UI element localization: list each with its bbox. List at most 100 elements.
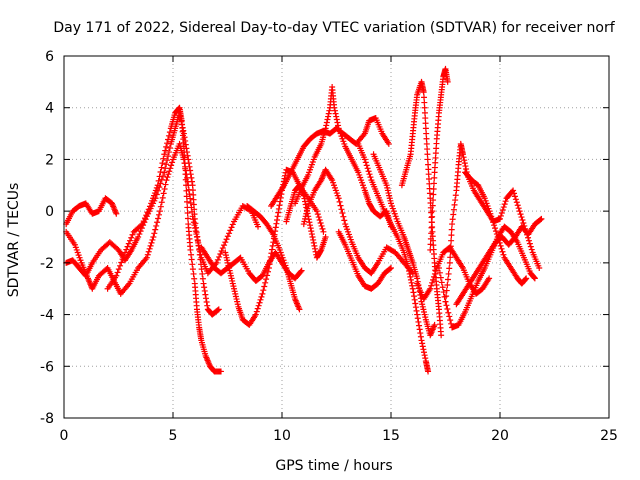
data-point (447, 317, 454, 324)
data-point (160, 155, 167, 162)
data-point (164, 140, 171, 147)
data-point (147, 242, 154, 249)
data-point (431, 321, 438, 328)
data-point (414, 311, 421, 318)
data-point (421, 104, 428, 111)
data-point (522, 276, 529, 283)
data-point (422, 125, 429, 132)
data-point (538, 215, 545, 222)
data-point (407, 273, 414, 280)
data-point (331, 107, 338, 114)
data-point (297, 268, 304, 275)
chart-title: Day 171 of 2022, Sidereal Day-to-day VTE… (53, 20, 615, 36)
data-point (334, 119, 341, 126)
series-track-16 (427, 65, 451, 253)
data-point (442, 298, 449, 305)
data-point (191, 275, 198, 282)
data-point (339, 209, 346, 216)
data-point (429, 279, 436, 286)
data-point (419, 340, 426, 347)
data-point (201, 284, 208, 291)
data-point (187, 171, 194, 178)
data-point (162, 181, 169, 188)
data-point (325, 113, 332, 120)
data-point (183, 182, 190, 189)
data-point (158, 176, 165, 183)
data-point (120, 252, 127, 259)
data-point (198, 261, 205, 268)
data-point (218, 248, 225, 255)
data-point (427, 235, 434, 242)
data-point (422, 115, 429, 122)
series-track-21 (414, 244, 493, 303)
series-track-18 (442, 140, 543, 305)
data-point (161, 151, 168, 158)
data-point (416, 322, 423, 329)
data-point (331, 104, 338, 111)
data-point (502, 198, 509, 205)
data-point (336, 198, 343, 205)
data-point (314, 211, 321, 218)
data-point (219, 245, 226, 252)
data-point (182, 176, 189, 183)
data-point (512, 196, 519, 203)
data-point (182, 165, 189, 172)
data-point (217, 250, 224, 257)
data-point (122, 249, 129, 256)
data-point (367, 174, 374, 181)
data-point (162, 165, 169, 172)
data-point (258, 293, 265, 300)
data-point (118, 259, 125, 266)
data-point (421, 349, 428, 356)
data-point (164, 174, 171, 181)
data-point (448, 320, 455, 327)
data-point (498, 209, 505, 216)
data-point (365, 168, 372, 175)
data-point (201, 287, 208, 294)
data-point (180, 143, 187, 150)
data-point (432, 267, 439, 274)
data-point (446, 265, 453, 272)
data-point (165, 171, 172, 178)
data-point (387, 265, 394, 272)
data-point (269, 246, 276, 253)
data-point (263, 276, 270, 283)
data-point (144, 251, 151, 258)
data-point (274, 217, 281, 224)
data-point (152, 226, 159, 233)
data-point (518, 214, 525, 221)
data-point (301, 195, 308, 202)
data-point (166, 144, 173, 151)
data-point (146, 203, 153, 210)
data-point (306, 219, 313, 226)
data-point (175, 105, 182, 112)
data-point (190, 270, 197, 277)
data-point (223, 236, 230, 243)
data-point (430, 197, 437, 204)
data-point (486, 275, 493, 282)
data-point (196, 251, 203, 258)
data-point (451, 201, 458, 208)
plot-marks (63, 65, 545, 375)
data-point (137, 228, 144, 235)
series-track-12 (335, 228, 394, 292)
data-point (164, 157, 171, 164)
data-point (333, 113, 340, 120)
x-tick-label: 15 (382, 428, 400, 444)
data-point (124, 243, 131, 250)
data-point (275, 205, 282, 212)
y-tick-label: -2 (40, 256, 54, 272)
data-point (320, 228, 327, 235)
data-point (216, 253, 223, 260)
data-point (194, 233, 201, 240)
data-point (189, 266, 196, 273)
data-point (184, 152, 191, 159)
ticks (63, 55, 610, 419)
data-point (184, 209, 191, 216)
data-point (405, 265, 412, 272)
data-point (462, 163, 469, 170)
data-point (438, 279, 445, 286)
data-point (226, 230, 233, 237)
data-point (409, 285, 416, 292)
